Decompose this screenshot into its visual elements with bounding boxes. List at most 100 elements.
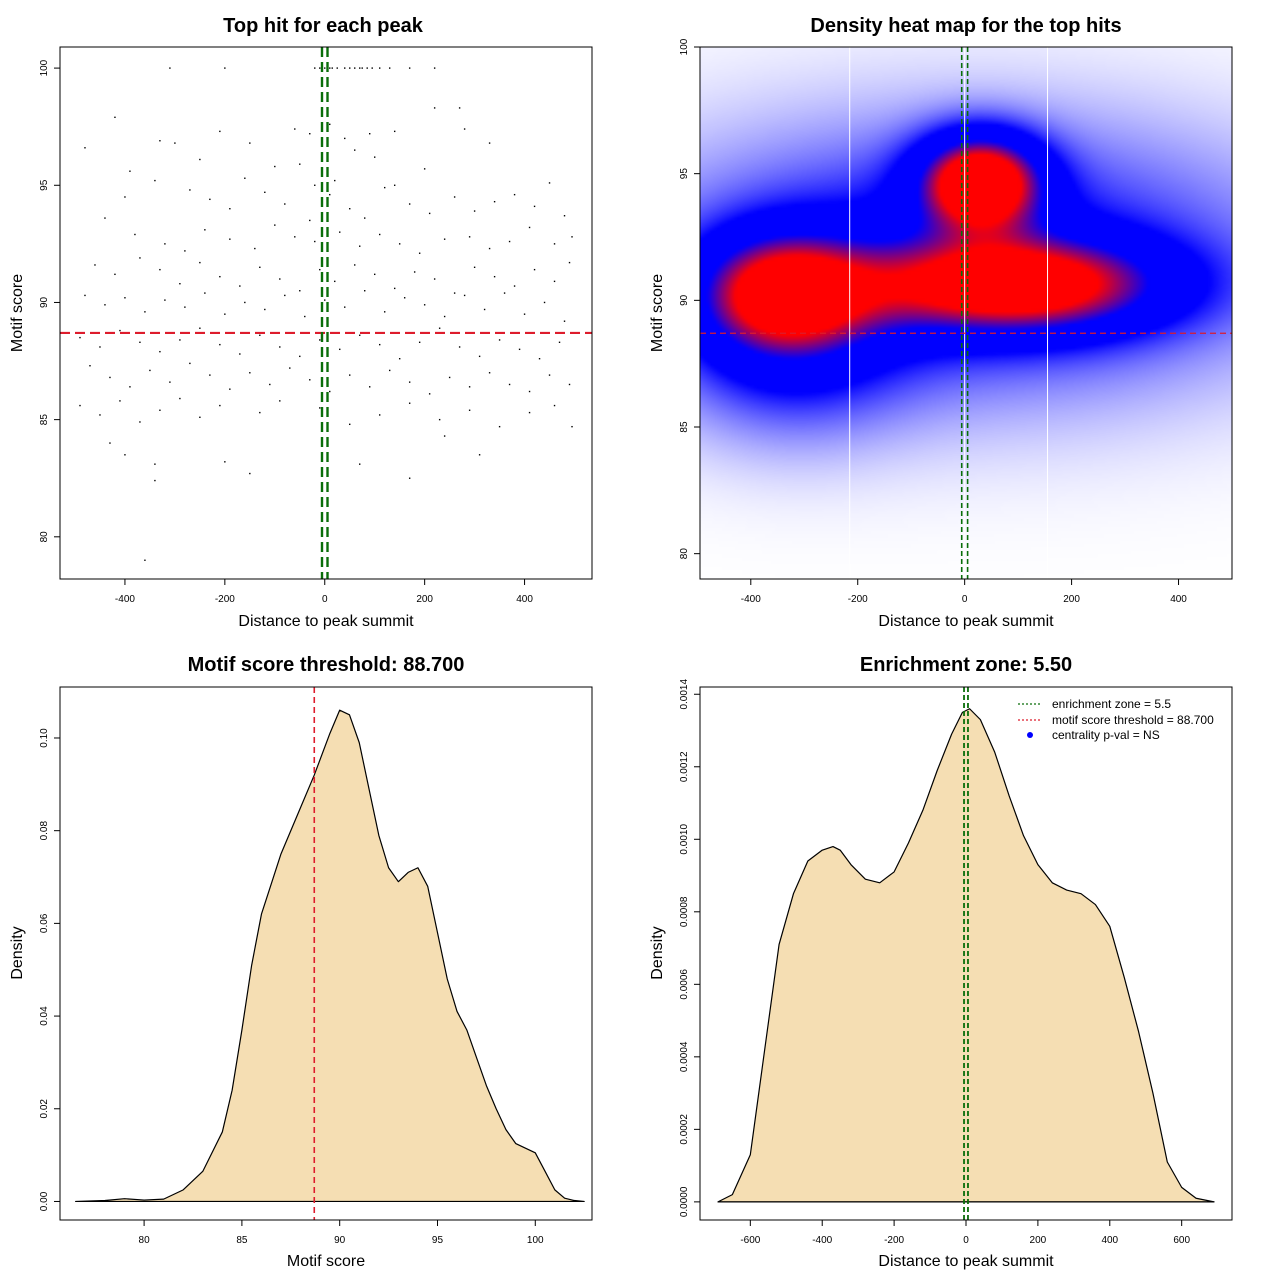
legend-centrality-label: centrality p-val = NS	[1052, 728, 1160, 742]
scatter-point	[359, 334, 361, 336]
scatter-point	[229, 208, 231, 210]
scatter-point	[493, 275, 496, 278]
scatter-plot-frame	[59, 46, 593, 580]
scatter-point	[174, 142, 176, 144]
distance-density-y-axis-label: Density	[649, 926, 666, 979]
scatter-point	[518, 348, 521, 351]
scatter-point	[199, 327, 201, 329]
scatter-point	[324, 299, 326, 301]
scatter-point	[199, 416, 201, 418]
legend-enrichment-zone-label: enrichment zone = 5.5	[1052, 697, 1171, 711]
scatter-point	[289, 367, 291, 369]
y-tick-label: 0.0002	[679, 1114, 690, 1145]
y-tick-label: 0.0008	[679, 896, 690, 927]
scatter-point	[488, 247, 491, 250]
scatter-point	[563, 215, 566, 217]
scatter-point	[139, 421, 141, 423]
x-tick-label: 600	[1173, 1235, 1190, 1246]
scatter-point	[349, 67, 351, 69]
scatter-point	[164, 243, 166, 245]
x-tick-label: 400	[516, 594, 533, 605]
scatter-point	[383, 186, 386, 189]
scatter-point	[438, 418, 441, 421]
y-tick-label: 0.00	[39, 1191, 50, 1211]
scatter-point	[359, 245, 361, 247]
scatter-point	[114, 116, 116, 119]
scatter-point	[428, 212, 431, 215]
scatter-point	[249, 372, 251, 374]
scatter-point	[571, 236, 573, 238]
scatter-point	[354, 149, 356, 151]
scatter-point	[528, 390, 531, 393]
scatter-point	[229, 388, 231, 390]
scatter-point	[528, 226, 531, 229]
scatter-point	[369, 133, 371, 135]
scatter-point	[304, 315, 306, 318]
y-tick-label: 90	[679, 294, 690, 306]
scatter-point	[548, 374, 551, 376]
scatter-point	[89, 365, 91, 367]
scatter-point	[433, 67, 436, 69]
scatter-point	[423, 304, 426, 306]
distance-density-panel: Enrichment zone: 5.50 Distance to peak s…	[649, 654, 1233, 1270]
scatter-point	[344, 67, 346, 69]
distance-density-x-axis-label: Distance to peak summit	[878, 1253, 1054, 1270]
scatter-point	[169, 67, 171, 69]
y-tick-label: 0.0010	[679, 824, 690, 855]
scatter-point	[154, 463, 156, 465]
scatter-point	[364, 290, 366, 292]
scatter-x-axis-label: Distance to peak summit	[238, 613, 414, 630]
scatter-point	[84, 147, 86, 149]
scatter-point	[369, 386, 371, 388]
x-tick-label: -400	[741, 594, 761, 605]
scatter-point	[468, 386, 471, 388]
scatter-point	[568, 383, 571, 386]
scatter-point	[498, 339, 501, 341]
y-tick-label: 90	[39, 296, 50, 308]
x-tick-label: -200	[215, 594, 235, 605]
scatter-point	[488, 372, 491, 374]
scatter-point	[393, 130, 396, 133]
x-tick-label: 85	[236, 1235, 248, 1246]
score-density-x-axis-label: Motif score	[287, 1253, 365, 1270]
scatter-point	[354, 264, 356, 266]
scatter-point	[458, 346, 461, 348]
scatter-point	[473, 210, 476, 212]
scatter-point	[109, 442, 111, 444]
y-tick-label: 0.04	[39, 1006, 50, 1026]
scatter-point	[124, 454, 126, 456]
x-tick-label: 200	[1030, 1235, 1047, 1246]
y-tick-label: 95	[39, 179, 50, 191]
scatter-point	[408, 381, 411, 383]
scatter-point	[259, 266, 261, 268]
heatmap-y-axis-label: Motif score	[649, 274, 666, 352]
scatter-point	[413, 271, 416, 273]
scatter-point	[408, 203, 411, 205]
scatter-point	[493, 200, 496, 203]
scatter-point	[334, 280, 336, 283]
scatter-point	[319, 268, 321, 271]
scatter-point	[498, 425, 501, 428]
scatter-point	[388, 67, 391, 69]
scatter-point	[548, 182, 551, 184]
scatter-point	[159, 140, 161, 142]
scatter-point	[393, 184, 396, 186]
scatter-y-axis-label: Motif score	[9, 274, 26, 352]
scatter-point	[219, 343, 221, 346]
scatter-point	[99, 346, 101, 348]
scatter-point	[119, 400, 121, 402]
scatter-point	[219, 275, 221, 278]
score-density-y-axis-label: Density	[9, 926, 26, 979]
scatter-point	[294, 236, 296, 238]
scatter-point	[104, 304, 106, 306]
x-tick-label: -400	[812, 1235, 832, 1246]
scatter-point	[314, 67, 316, 69]
scatter-point	[139, 341, 141, 343]
scatter-point	[94, 264, 96, 266]
scatter-point	[264, 191, 266, 194]
y-tick-label: 85	[679, 421, 690, 433]
x-tick-label: 200	[1063, 594, 1080, 605]
scatter-point	[179, 283, 181, 285]
scatter-point	[473, 266, 476, 268]
scatter-point	[169, 381, 171, 383]
